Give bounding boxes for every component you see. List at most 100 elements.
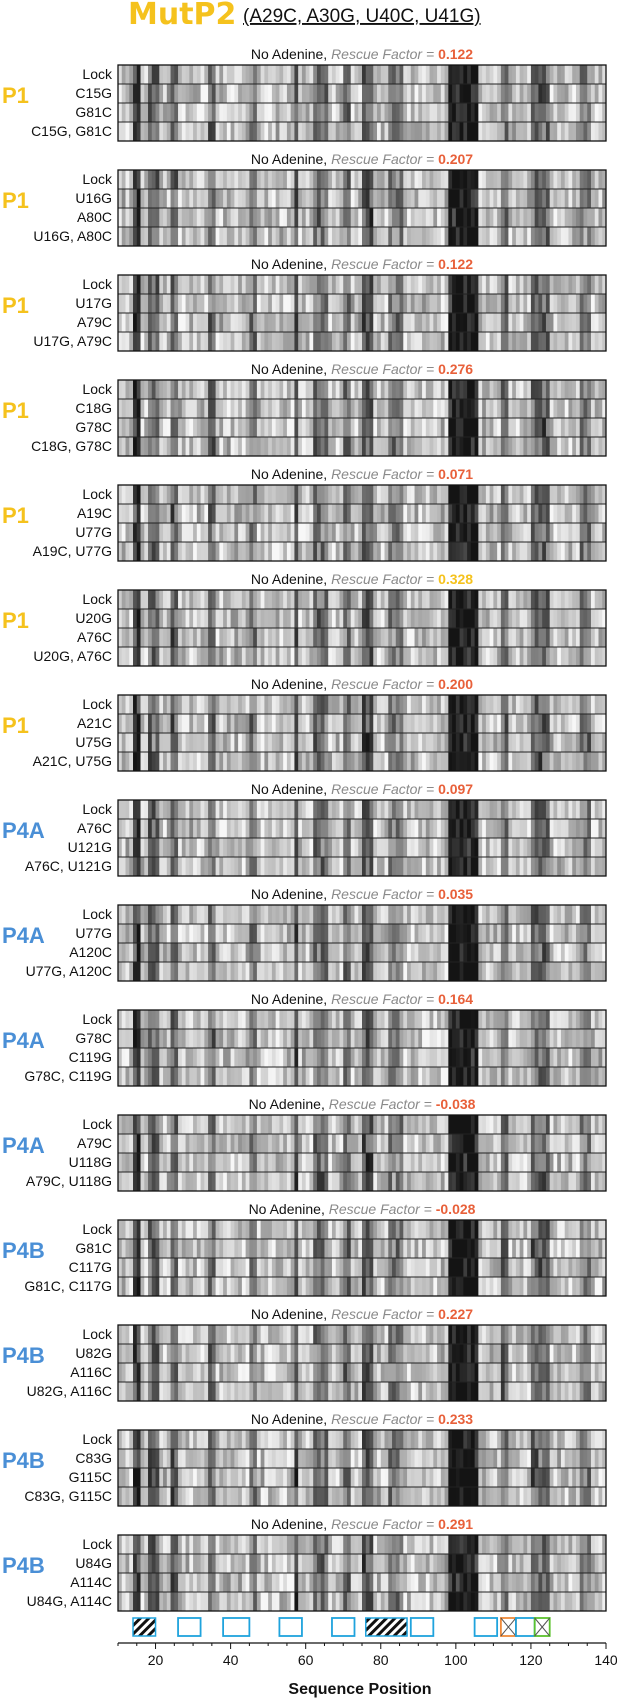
heatmap-cell [328,189,333,208]
heatmap-cell [316,103,322,122]
heatmap-cell [437,752,442,771]
heatmap-cell [298,800,303,819]
heatmap-cell [403,819,408,838]
heatmap-cell [392,227,397,246]
heatmap-cell [437,189,442,208]
heatmap-cell [579,170,584,189]
heatmap-cell [181,380,186,399]
heatmap-cell [422,485,427,504]
heatmap-cell [452,437,457,456]
heatmap-cell [444,380,449,399]
heatmap-cell [226,170,232,189]
heatmap-cell [343,752,348,771]
heatmap-cell [395,380,400,399]
heatmap-cell [572,332,577,351]
heatmap-cell [444,332,449,351]
heatmap-cell [144,122,149,141]
heatmap-cell [392,857,397,876]
heatmap-cell [399,380,404,399]
heatmap-cell [463,103,468,122]
heatmap-cell [181,905,186,924]
heatmap-cell [249,647,254,666]
heatmap-cell [414,838,419,857]
heatmap-cell [144,609,149,628]
heatmap-cell [467,103,472,122]
row-label: G78C [75,419,112,435]
heatmap-cell [200,294,205,313]
heatmap-cell [346,1010,352,1029]
heatmap-cell [504,380,509,399]
heatmap-cell [388,590,393,609]
heatmap-cell [403,733,408,752]
heatmap-cell [515,752,521,771]
heatmap-cell [399,332,404,351]
heatmap-cell [493,943,498,962]
heatmap-cell [523,943,528,962]
heatmap-cell [549,523,554,542]
heatmap-cell [429,208,434,227]
heatmap-cell [388,714,393,733]
heatmap-cell [181,800,186,819]
heatmap-cell [331,380,337,399]
heatmap-cell [485,714,491,733]
panel-header: No Adenine, Rescue Factor = 0.122 [251,46,473,62]
heatmap-cell [170,752,175,771]
heatmap-cell [256,227,262,246]
heatmap-cell [200,943,205,962]
heatmap-cell [335,857,340,876]
heatmap-cell [504,275,509,294]
heatmap-cell [185,752,190,771]
heatmap-cell [444,170,449,189]
heatmap-cell [557,418,562,437]
heatmap-cell [290,819,295,838]
heatmap-cell [256,485,262,504]
heatmap-cell [335,208,340,227]
heatmap-cell [256,332,262,351]
heatmap-cell [557,103,562,122]
heatmap-cell [249,399,254,418]
heatmap-cell [470,275,476,294]
heatmap-cell [500,399,506,418]
heatmap-cell [324,227,329,246]
heatmap-row [118,628,607,647]
heatmap-cell [467,819,472,838]
heatmap-cell [523,628,528,647]
heatmap-cell [437,227,442,246]
heatmap-cell [125,122,130,141]
heatmap-cell [463,838,468,857]
heatmap-cell [418,313,423,332]
heatmap-cell [354,84,359,103]
heatmap-cell [478,924,483,943]
heatmap-cell [159,227,164,246]
heatmap-cell [467,943,472,962]
heatmap-cell [238,924,243,943]
heatmap-cell [399,943,404,962]
heatmap-cell [598,275,603,294]
heatmap-cell [133,65,138,84]
heatmap-cell [549,208,554,227]
heatmap-cell [286,294,292,313]
heatmap-cell [174,647,179,666]
heatmap-cell [238,628,243,647]
heatmap-cell [313,65,318,84]
heatmap-cell [425,905,430,924]
heatmap-cell [249,800,254,819]
heatmap-cell [418,294,423,313]
heatmap-cell [271,590,277,609]
heatmap-cell [557,962,562,981]
heatmap-cell [174,838,179,857]
heatmap-cell [294,800,299,819]
heatmap-cell [193,332,198,351]
heatmap-cell [241,227,247,246]
heatmap-cell [467,170,472,189]
heatmap-cell [208,943,213,962]
heatmap-cell [264,122,269,141]
heatmap-cell [579,857,584,876]
heatmap-cell [253,733,258,752]
heatmap-cell [200,523,205,542]
heatmap-cell [163,819,168,838]
heatmap-cell [523,437,528,456]
heatmap-cell [489,647,494,666]
heatmap-cell [463,714,468,733]
heatmap-cell [482,1010,487,1029]
